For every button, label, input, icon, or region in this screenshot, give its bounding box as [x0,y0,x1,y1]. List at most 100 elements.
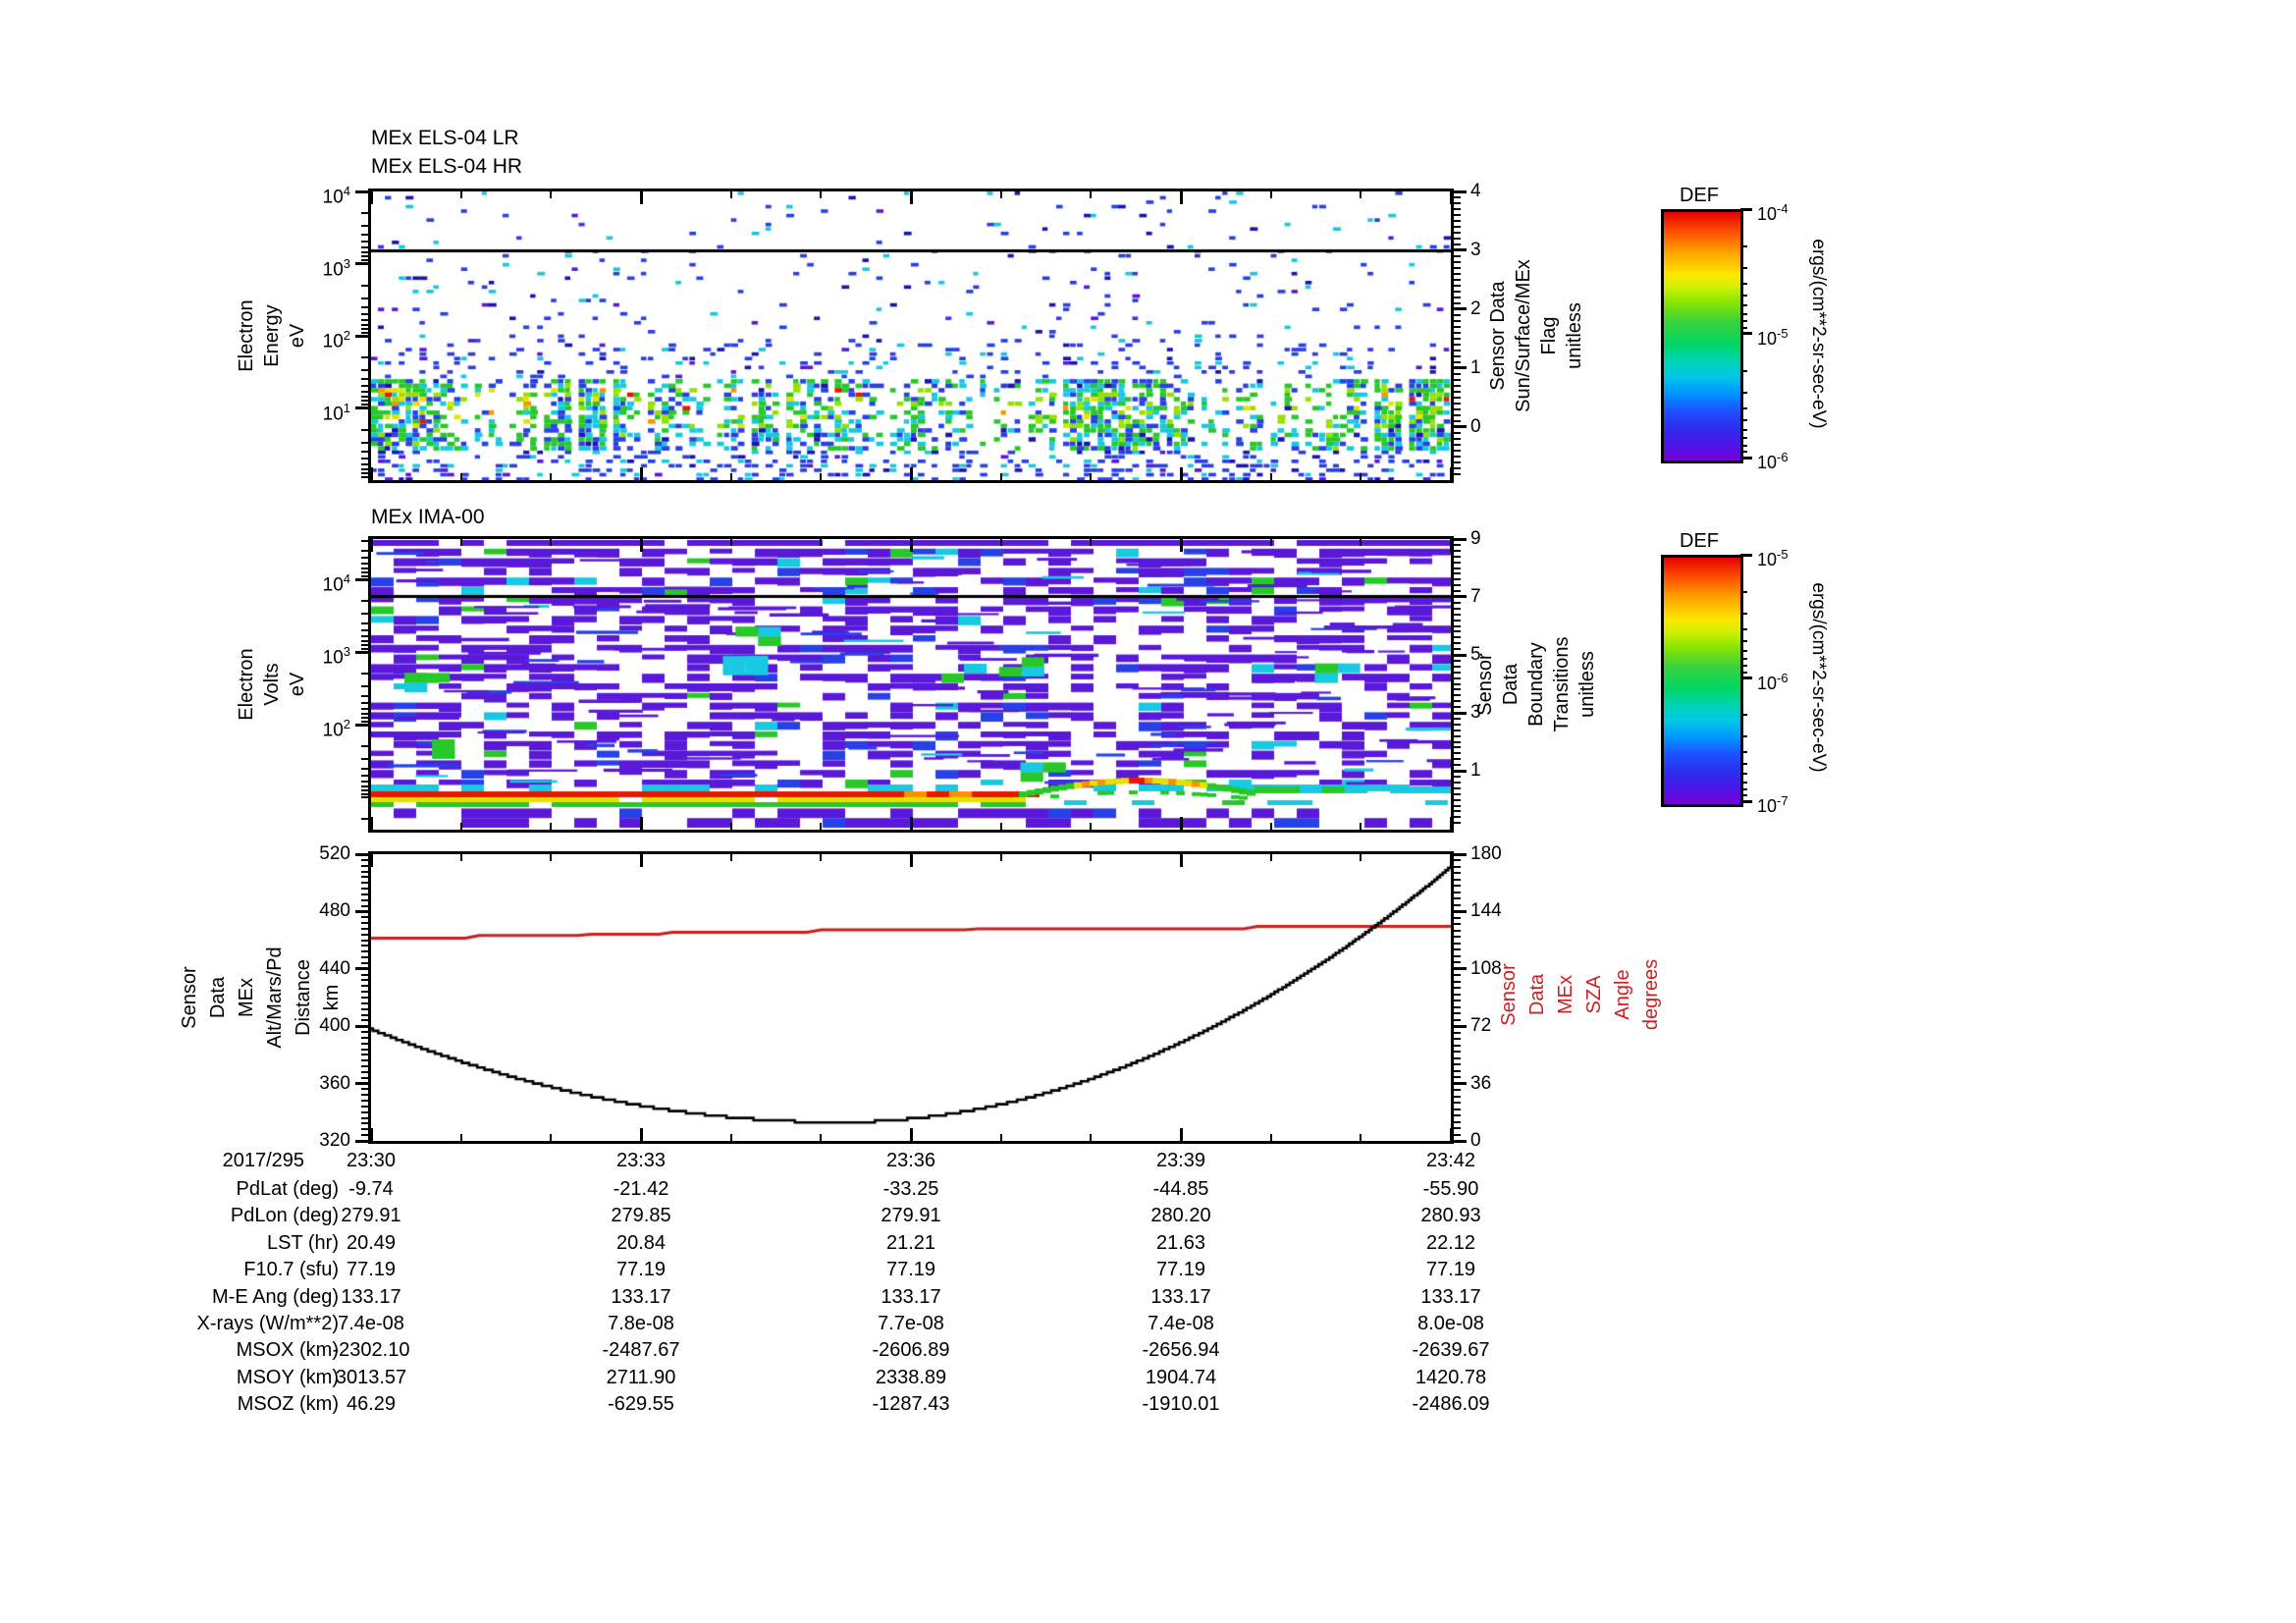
tick-mark [361,331,368,334]
table-row-label: LST (hr) [267,1231,339,1254]
tick-mark [361,406,368,409]
tick-mark [1454,648,1461,651]
tick-mark [459,473,462,480]
tick-mark [1454,636,1461,639]
tick-mark [361,876,368,879]
tick-mark [1454,993,1461,996]
tick-mark [361,385,368,388]
right-tick-label: 72 [1470,1015,1492,1037]
table-cell-value: -629.55 [608,1393,674,1416]
tick-mark [550,473,553,480]
y-tick-label: 102 [322,328,350,352]
tick-mark [1454,816,1461,819]
right-tick-label: 9 [1470,528,1481,549]
tick-mark [820,854,823,861]
tick-mark [1454,425,1461,428]
tick-mark [459,854,462,861]
colorbar-tick-label: 10-7 [1757,793,1789,816]
tick-mark [1454,313,1461,316]
tick-mark [1454,676,1461,679]
table-cell-value: -1910.01 [1142,1393,1220,1416]
y-tick-label: 480 [319,900,350,922]
tick-mark [361,933,368,936]
tick-mark [1740,649,1747,652]
tick-mark [550,854,553,861]
table-cell-value: 77.19 [346,1259,397,1281]
tick-mark [459,191,462,198]
colorbar-tick-label: 10-4 [1757,201,1789,224]
tick-mark [361,712,368,715]
right-tick-label: 36 [1470,1072,1492,1094]
tick-mark [361,707,368,710]
table-cell-value: 7.7e-08 [878,1313,944,1334]
els-panel-title: MEx ELS-04 LR MEx ELS-04 HR [371,127,523,178]
tick-mark [1454,219,1461,222]
tick-mark [361,318,368,321]
tick-mark [1360,539,1362,546]
tick-mark [1090,473,1093,480]
tick-mark [361,1134,368,1137]
tick-mark [1454,936,1461,939]
tick-mark [1740,456,1752,460]
tick-mark [1269,823,1272,830]
tick-mark [1454,688,1461,691]
table-cell-value: 2711.90 [606,1366,676,1388]
tick-mark [361,745,368,748]
tick-mark [1454,331,1461,334]
tick-mark [361,567,368,569]
tick-mark [1454,1095,1461,1098]
tick-mark [361,1042,368,1045]
tick-mark [361,1088,368,1091]
tick-mark [1454,572,1461,575]
colorbar-tick-label: 10-5 [1757,547,1789,569]
tick-mark [361,335,368,337]
tick-mark [1180,467,1183,480]
tick-mark [1454,590,1461,593]
tick-mark [1454,1044,1461,1047]
els-spectrogram-canvas [371,191,1451,480]
tick-mark [1454,878,1461,881]
tick-mark [1454,248,1461,251]
table-cell-value: -44.85 [1152,1178,1209,1200]
table-row-label: MSOY (km) [236,1366,339,1388]
tick-mark [361,1065,368,1068]
tick-mark [1180,1128,1183,1141]
tick-mark [1454,555,1461,558]
tick-mark [910,191,913,204]
tick-mark [910,539,913,552]
tick-mark [1450,854,1453,867]
tick-mark [361,939,368,942]
tick-mark [1454,278,1461,281]
y-tick-label: 103 [322,644,350,669]
tick-mark [361,979,368,982]
tick-mark [1454,923,1461,926]
tick-mark [361,262,368,265]
table-cell-value: -2302.10 [332,1339,410,1362]
tick-mark [1180,191,1183,204]
tick-mark [361,685,368,688]
table-row-label: MSOX (km) [236,1339,339,1362]
y-tick-label: 103 [322,255,350,280]
tick-mark [1454,746,1461,749]
colorbar-tick-label: 10-6 [1757,450,1789,472]
tick-mark [361,628,368,631]
tick-mark [361,991,368,994]
tick-mark [361,1076,368,1079]
ima-panel-title: MEx IMA-00 [371,506,485,528]
right-tick-label: 1 [1470,356,1481,378]
tick-mark [361,634,368,637]
tick-mark [1454,343,1461,346]
tick-mark [999,191,1002,198]
table-cell-value: 7.4e-08 [338,1313,404,1334]
tick-mark [370,539,373,552]
y-tick-label: 101 [322,400,350,424]
tick-mark [640,817,643,830]
tick-mark [361,622,368,624]
tick-mark [1180,854,1183,867]
tick-mark [1269,191,1272,198]
tick-mark [1740,418,1747,421]
tick-mark [361,241,368,243]
tick-mark [910,854,913,867]
tick-mark [1454,852,1467,856]
tick-mark [1454,740,1461,743]
